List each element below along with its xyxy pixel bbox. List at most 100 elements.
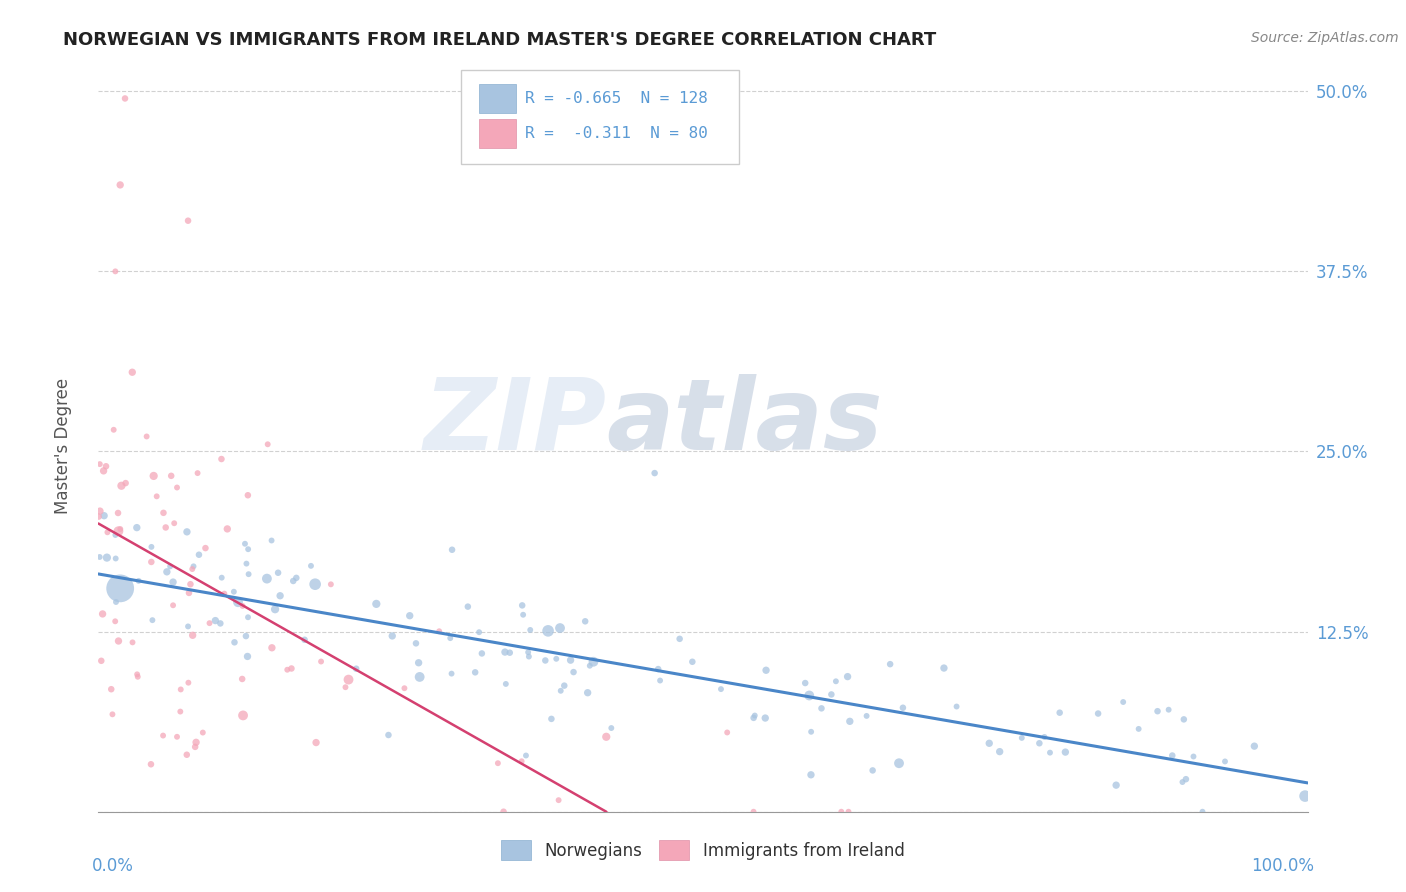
Text: Source: ZipAtlas.com: Source: ZipAtlas.com [1251, 31, 1399, 45]
Point [232, 708, 254, 723]
Point [166, 481, 188, 495]
Point [260, 640, 283, 655]
Point [280, 661, 302, 675]
Point [222, 584, 245, 599]
Point [276, 663, 298, 677]
Point [100, 682, 122, 697]
Point [91, 607, 114, 621]
Point [457, 599, 479, 614]
Point [550, 683, 572, 698]
Point [398, 608, 420, 623]
Point [377, 728, 399, 742]
Point [156, 565, 179, 579]
Point [104, 595, 127, 609]
Point [862, 764, 884, 778]
Point [932, 661, 955, 675]
Point [562, 665, 585, 679]
Point [799, 689, 821, 703]
Point [217, 522, 239, 536]
Point [107, 524, 129, 539]
Point [285, 571, 308, 585]
Point [546, 652, 568, 666]
Point [135, 429, 157, 443]
Point [107, 634, 129, 648]
Point [891, 700, 914, 714]
Point [127, 667, 149, 681]
Point [1105, 778, 1128, 792]
Point [366, 597, 388, 611]
Point [595, 730, 617, 744]
Point [471, 647, 494, 661]
Point [441, 542, 464, 557]
Point [264, 602, 287, 616]
Point [177, 213, 200, 227]
Point [319, 577, 342, 591]
Point [232, 599, 254, 613]
Point [560, 653, 582, 667]
Point [160, 468, 183, 483]
Point [887, 756, 910, 771]
Point [152, 729, 174, 743]
Point [1033, 730, 1056, 744]
Point [468, 625, 491, 640]
Point [810, 701, 832, 715]
Point [211, 452, 233, 467]
Point [1087, 706, 1109, 721]
Point [191, 725, 214, 739]
Point [510, 754, 533, 768]
Point [269, 589, 291, 603]
Point [110, 479, 132, 493]
Point [236, 649, 259, 664]
Bar [479, 84, 516, 112]
Legend: Norwegians, Immigrants from Ireland: Norwegians, Immigrants from Ireland [495, 833, 911, 867]
Point [517, 649, 540, 664]
Point [820, 688, 842, 702]
Point [181, 628, 204, 642]
Point [1011, 731, 1033, 745]
Point [125, 521, 148, 535]
Point [794, 676, 817, 690]
Point [155, 520, 177, 534]
Point [837, 670, 859, 684]
Point [166, 730, 188, 744]
Point [408, 670, 430, 684]
Point [576, 686, 599, 700]
Point [517, 645, 540, 659]
Point [104, 528, 127, 542]
Point [224, 635, 246, 649]
Point [121, 635, 143, 649]
Point [198, 616, 221, 631]
Point [668, 632, 690, 646]
Point [163, 516, 186, 531]
Point [121, 365, 143, 379]
Point [176, 747, 198, 762]
Point [181, 562, 204, 576]
Point [96, 550, 118, 565]
Point [170, 682, 193, 697]
Point [510, 599, 533, 613]
Point [309, 655, 332, 669]
Point [710, 682, 733, 697]
Point [754, 711, 776, 725]
Point [204, 614, 226, 628]
Point [1128, 722, 1150, 736]
Point [194, 541, 217, 555]
Point [439, 631, 461, 645]
Point [647, 662, 669, 676]
Point [1213, 755, 1236, 769]
Point [188, 548, 211, 562]
Point [108, 178, 131, 192]
Point [267, 566, 290, 580]
Point [89, 549, 111, 564]
Point [534, 653, 557, 667]
Point [294, 632, 316, 647]
Point [344, 662, 367, 676]
Point [231, 672, 253, 686]
Point [162, 599, 184, 613]
Point [152, 506, 174, 520]
Point [548, 621, 571, 635]
Point [127, 670, 149, 684]
Point [744, 708, 766, 723]
Point [176, 524, 198, 539]
Point [519, 623, 541, 637]
